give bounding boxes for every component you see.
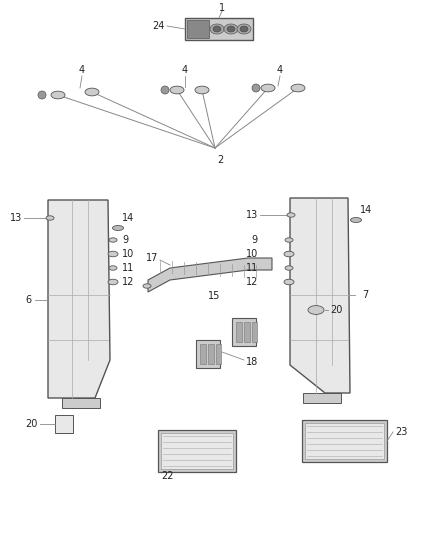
Text: 22: 22 xyxy=(162,471,174,481)
Polygon shape xyxy=(48,200,110,398)
Text: 23: 23 xyxy=(395,427,407,437)
Bar xyxy=(196,340,220,368)
Ellipse shape xyxy=(210,24,224,34)
Bar xyxy=(216,344,221,364)
Text: 4: 4 xyxy=(277,65,283,75)
Ellipse shape xyxy=(285,238,293,242)
Ellipse shape xyxy=(51,91,65,99)
Text: 13: 13 xyxy=(10,213,22,223)
Ellipse shape xyxy=(285,266,293,270)
Text: 14: 14 xyxy=(360,205,372,215)
Text: 20: 20 xyxy=(330,305,343,315)
Text: 6: 6 xyxy=(25,295,31,305)
Text: 4: 4 xyxy=(79,65,85,75)
Ellipse shape xyxy=(161,86,169,94)
Text: 13: 13 xyxy=(246,210,258,220)
Bar xyxy=(302,420,387,462)
Text: 2: 2 xyxy=(217,155,223,165)
Text: 14: 14 xyxy=(122,213,134,223)
Ellipse shape xyxy=(109,238,117,242)
Bar xyxy=(187,20,209,38)
Ellipse shape xyxy=(113,225,124,230)
Ellipse shape xyxy=(85,88,99,96)
Ellipse shape xyxy=(284,251,294,257)
Ellipse shape xyxy=(108,251,118,257)
Bar xyxy=(236,322,242,342)
Ellipse shape xyxy=(308,305,324,314)
Text: 9: 9 xyxy=(122,235,128,245)
Text: 18: 18 xyxy=(246,357,258,367)
Ellipse shape xyxy=(170,86,184,94)
Ellipse shape xyxy=(213,26,221,32)
Bar xyxy=(185,18,253,40)
Ellipse shape xyxy=(252,84,260,92)
Ellipse shape xyxy=(284,279,294,285)
Ellipse shape xyxy=(291,84,305,92)
Bar xyxy=(305,423,384,459)
Text: 17: 17 xyxy=(145,253,158,263)
Ellipse shape xyxy=(224,24,238,34)
Ellipse shape xyxy=(261,84,275,92)
Text: 11: 11 xyxy=(122,263,134,273)
Text: 4: 4 xyxy=(182,65,188,75)
Text: 20: 20 xyxy=(26,419,38,429)
Ellipse shape xyxy=(195,86,209,94)
Bar xyxy=(303,393,341,403)
Ellipse shape xyxy=(38,91,46,99)
Bar xyxy=(161,433,233,469)
Bar xyxy=(158,430,236,472)
Text: 11: 11 xyxy=(246,263,258,273)
Ellipse shape xyxy=(287,213,295,217)
Text: 10: 10 xyxy=(122,249,134,259)
Text: 15: 15 xyxy=(208,291,220,301)
Bar xyxy=(208,344,214,364)
Bar xyxy=(62,398,100,408)
Ellipse shape xyxy=(350,217,361,222)
Bar xyxy=(200,344,206,364)
Text: 9: 9 xyxy=(252,235,258,245)
Ellipse shape xyxy=(143,284,151,288)
Polygon shape xyxy=(148,258,272,292)
Text: 12: 12 xyxy=(246,277,258,287)
Text: 1: 1 xyxy=(219,3,225,13)
Bar xyxy=(252,322,257,342)
Ellipse shape xyxy=(46,216,54,220)
Text: 7: 7 xyxy=(362,290,368,300)
Ellipse shape xyxy=(227,26,235,32)
Ellipse shape xyxy=(108,279,118,285)
Bar xyxy=(244,322,250,342)
Text: 24: 24 xyxy=(152,21,165,31)
Ellipse shape xyxy=(109,266,117,270)
Bar xyxy=(55,415,73,433)
Bar xyxy=(232,318,256,346)
Polygon shape xyxy=(290,198,350,393)
Text: 12: 12 xyxy=(122,277,134,287)
Text: 10: 10 xyxy=(246,249,258,259)
Ellipse shape xyxy=(237,24,251,34)
Ellipse shape xyxy=(240,26,248,32)
